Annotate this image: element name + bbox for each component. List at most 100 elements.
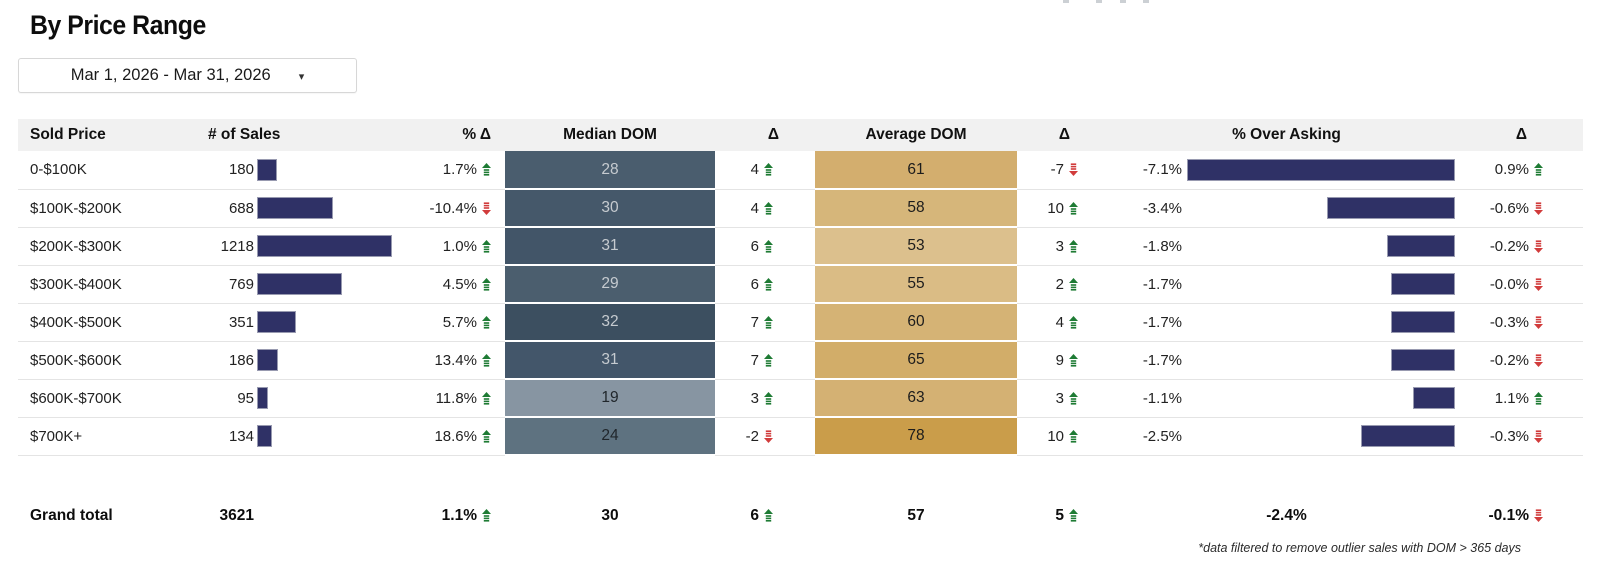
- median-dom-cell: 31: [505, 227, 715, 266]
- arrow-down-icon: [1534, 277, 1543, 291]
- table-row[interactable]: $300K-$400K 769 4.5% 29 6 55 2 -1.7% -0.0%: [18, 265, 1583, 304]
- cropped-ui-remnant: [1063, 0, 1069, 3]
- column-header-average-dom[interactable]: Average DOM: [815, 119, 1017, 151]
- column-header-avg-delta[interactable]: Δ: [1017, 119, 1110, 151]
- table-row[interactable]: $500K-$600K 186 13.4% 31 7 65 9 -1.7% -0.2%: [18, 341, 1583, 380]
- over-asking-cell: -1.7%: [1110, 265, 1463, 304]
- arrow-up-icon: [1069, 391, 1078, 405]
- arrow-down-icon: [482, 201, 491, 215]
- over-asking-value: -7.1%: [1142, 161, 1182, 179]
- sales-bar-track: [257, 425, 420, 447]
- average-dom-cell: 78: [815, 417, 1017, 456]
- avg-delta-cell: -7: [1017, 151, 1110, 190]
- table-row[interactable]: 0-$100K 180 1.7% 28 4 61 -7 -7.1% 0.9%: [18, 151, 1583, 190]
- column-header-median-dom[interactable]: Median DOM: [505, 119, 715, 151]
- sales-bar-track: [257, 158, 420, 181]
- avg-delta-cell: 3: [1017, 379, 1110, 418]
- num-sales-value: 95: [237, 389, 254, 407]
- sales-bar-track: [257, 235, 420, 257]
- over-delta-cell: -0.2%: [1463, 341, 1583, 380]
- arrow-down-icon: [1534, 429, 1543, 443]
- cropped-ui-remnant: [1143, 0, 1149, 3]
- median-delta-cell: 4: [715, 189, 815, 228]
- arrow-up-icon: [1069, 429, 1078, 443]
- over-asking-value: -2.5%: [1142, 427, 1182, 445]
- avg-delta-cell: 10: [1017, 417, 1110, 456]
- num-sales-cell: 1218: [190, 227, 420, 266]
- date-range-dropdown[interactable]: Mar 1, 2026 - Mar 31, 2026 ▾: [18, 58, 357, 93]
- sales-bar: [257, 273, 342, 295]
- arrow-up-icon: [1534, 391, 1543, 405]
- sold-price-cell: $200K-$300K: [18, 227, 190, 266]
- num-sales-cell: 134: [190, 417, 420, 456]
- table-row[interactable]: $100K-$200K 688 -10.4% 30 4 58 10 -3.4% -0.6%: [18, 189, 1583, 228]
- table-row[interactable]: $600K-$700K 95 11.8% 19 3 63 3 -1.1% 1.1%: [18, 379, 1583, 418]
- column-header-pct-delta[interactable]: % Δ: [420, 119, 505, 151]
- arrow-up-icon: [482, 315, 491, 329]
- sales-bar-track: [257, 197, 420, 219]
- over-asking-bar: [1327, 197, 1455, 219]
- column-header-num-sales[interactable]: # of Sales: [190, 119, 420, 151]
- pct-delta-cell: -10.4%: [420, 189, 505, 228]
- average-dom-cell: 55: [815, 265, 1017, 304]
- avg-delta-cell: 3: [1017, 227, 1110, 266]
- sold-price-cell: $500K-$600K: [18, 341, 190, 380]
- median-dom-cell: 28: [505, 151, 715, 190]
- average-dom-cell: 63: [815, 379, 1017, 418]
- over-asking-cell: -1.8%: [1110, 227, 1463, 266]
- arrow-up-icon: [1069, 353, 1078, 367]
- table-row[interactable]: $400K-$500K 351 5.7% 32 7 60 4 -1.7% -0.3%: [18, 303, 1583, 342]
- caret-down-icon: ▾: [298, 71, 305, 83]
- table-row[interactable]: $200K-$300K 1218 1.0% 31 6 53 3 -1.8% -0.2%: [18, 227, 1583, 266]
- avg-delta-cell: 10: [1017, 189, 1110, 228]
- over-asking-bar-track: [1185, 197, 1455, 219]
- over-asking-bar: [1387, 235, 1455, 257]
- num-sales-value: 186: [228, 351, 254, 369]
- median-delta-cell: 4: [715, 151, 815, 190]
- column-header-over-asking[interactable]: % Over Asking: [1110, 119, 1463, 151]
- table-row[interactable]: $700K+ 134 18.6% 24 -2 78 10 -2.5% -0.3%: [18, 417, 1583, 456]
- cropped-ui-remnant: [1120, 0, 1126, 3]
- spacer-row: [18, 455, 1583, 497]
- num-sales-value: 769: [228, 275, 254, 293]
- arrow-down-icon: [1534, 315, 1543, 329]
- arrow-down-icon: [764, 429, 773, 443]
- grand-total-average-dom: 57: [907, 507, 925, 524]
- column-header-median-delta[interactable]: Δ: [715, 119, 815, 151]
- over-delta-cell: 0.9%: [1463, 151, 1583, 190]
- sold-price-cell: $100K-$200K: [18, 189, 190, 228]
- sales-bar: [257, 387, 268, 409]
- over-asking-bar: [1391, 349, 1455, 371]
- column-header-over-delta[interactable]: Δ: [1463, 119, 1583, 151]
- median-delta-cell: 6: [715, 227, 815, 266]
- column-header-sold-price[interactable]: Sold Price: [18, 119, 190, 151]
- avg-delta-cell: 2: [1017, 265, 1110, 304]
- grand-total-median-delta: 6: [715, 497, 815, 535]
- average-dom-cell: 65: [815, 341, 1017, 380]
- num-sales-cell: 351: [190, 303, 420, 342]
- arrow-up-icon: [482, 429, 491, 443]
- num-sales-value: 180: [228, 161, 254, 179]
- arrow-up-icon: [1069, 315, 1078, 329]
- median-dom-cell: 24: [505, 417, 715, 456]
- arrow-up-icon: [764, 201, 773, 215]
- over-asking-bar-track: [1185, 387, 1455, 409]
- arrow-up-icon: [1069, 201, 1078, 215]
- arrow-up-icon: [764, 315, 773, 329]
- average-dom-cell: 60: [815, 303, 1017, 342]
- over-asking-cell: -7.1%: [1110, 151, 1463, 190]
- num-sales-value: 688: [228, 199, 254, 217]
- num-sales-cell: 186: [190, 341, 420, 380]
- sales-bar-track: [257, 387, 420, 409]
- over-delta-cell: -0.2%: [1463, 227, 1583, 266]
- pct-delta-cell: 18.6%: [420, 417, 505, 456]
- grand-total-median-dom: 30: [601, 507, 619, 524]
- arrow-up-icon: [482, 353, 491, 367]
- over-asking-bar-track: [1185, 349, 1455, 371]
- sales-bar: [257, 349, 278, 371]
- over-asking-cell: -1.7%: [1110, 303, 1463, 342]
- arrow-down-icon: [1069, 163, 1078, 177]
- arrow-up-icon: [764, 353, 773, 367]
- median-delta-cell: 7: [715, 341, 815, 380]
- grand-total-sales: 3621: [219, 507, 254, 524]
